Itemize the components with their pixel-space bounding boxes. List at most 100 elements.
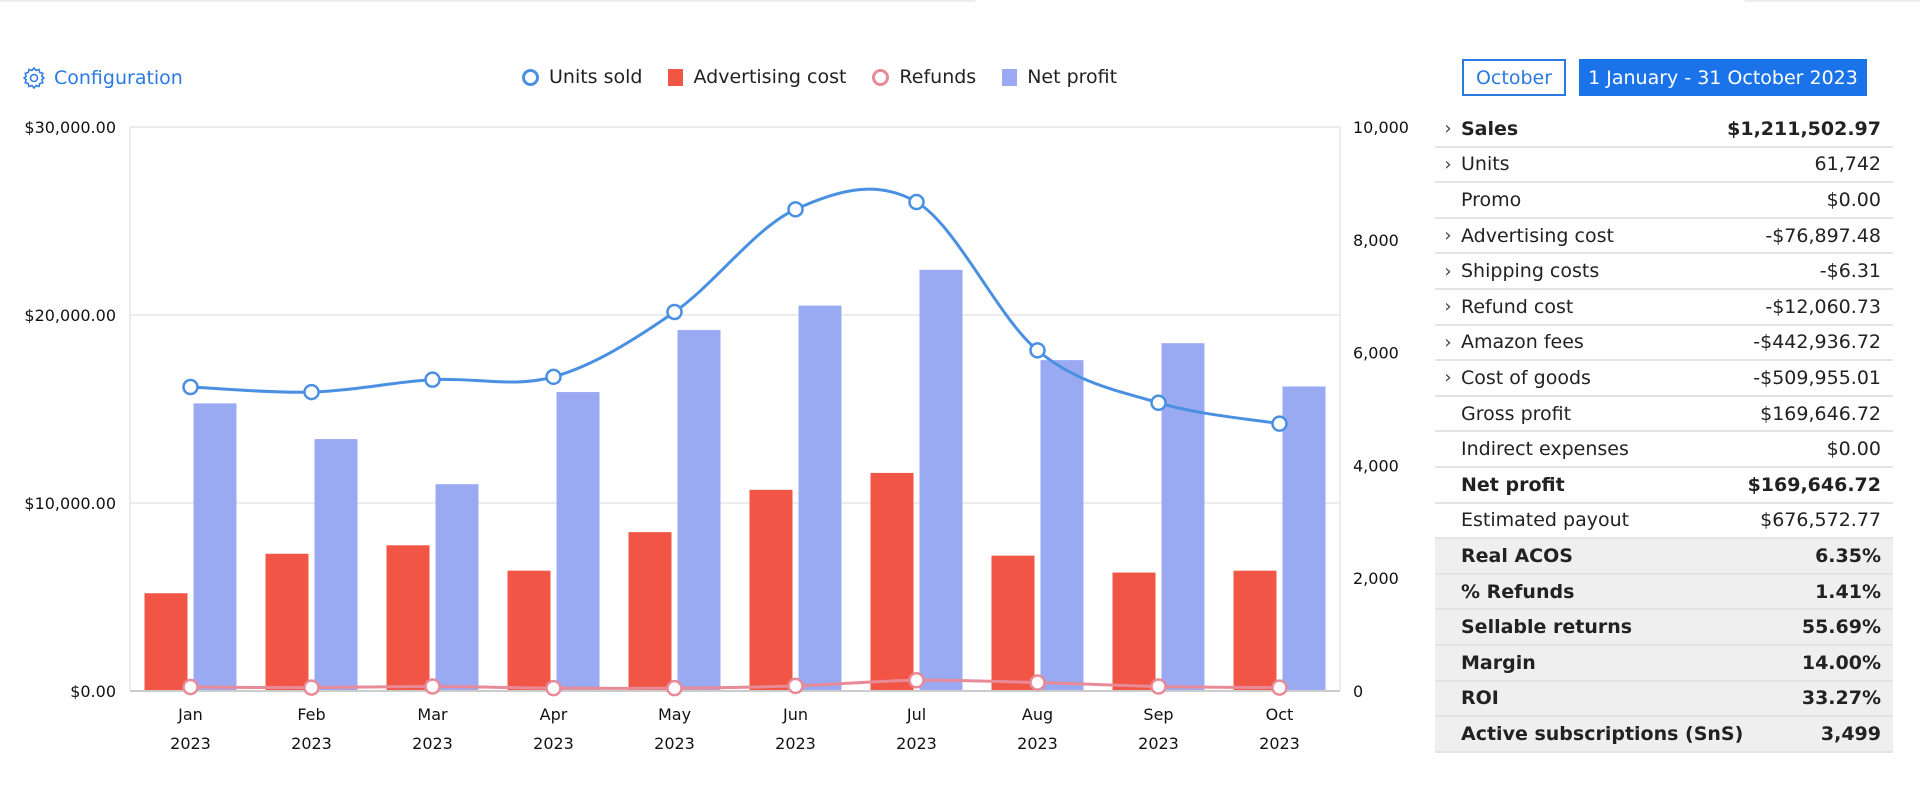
refunds-point (1271, 679, 1288, 696)
summary-value: $1,211,502.97 (1727, 117, 1881, 140)
advertising-cost-bar (386, 545, 430, 691)
summary-label: Promo (1461, 188, 1522, 211)
circle-marker-icon (522, 68, 539, 86)
units-sold-point (182, 378, 199, 396)
square-marker-icon (1002, 68, 1018, 86)
legend-item-net-profit[interactable]: Net profit (1002, 66, 1117, 88)
summary-row[interactable]: › Shipping costs -$6.31 (1435, 254, 1893, 290)
summary-value: 61,742 (1814, 153, 1881, 176)
summary-label: ROI (1461, 687, 1499, 710)
legend-item-units-sold[interactable]: Units sold (522, 66, 642, 88)
x-axis-year-label: 2023 (1138, 734, 1179, 753)
right-axis-tick: 10,000 (1353, 118, 1409, 137)
units-sold-point (1271, 415, 1288, 432)
summary-row: Estimated payout $676,572.77 (1435, 504, 1893, 540)
units-sold-point (303, 383, 320, 401)
x-axis-year-label: 2023 (170, 734, 211, 753)
summary-row[interactable]: › Units 61,742 (1435, 148, 1893, 184)
right-axis-tick: 6,000 (1353, 344, 1399, 363)
summary-row: Net profit $169,646.72 (1435, 468, 1893, 504)
advertising-cost-bar (507, 570, 551, 691)
x-axis-year-label: 2023 (412, 734, 453, 753)
summary-label: Gross profit (1461, 402, 1572, 425)
net-profit-bar (919, 269, 963, 691)
advertising-cost-bar (991, 555, 1035, 691)
summary-label: Sellable returns (1461, 616, 1633, 639)
summary-row: Active subscriptions (SnS) 3,499 (1435, 717, 1893, 753)
summary-value: $0.00 (1826, 188, 1881, 211)
net-profit-bar (1161, 343, 1205, 691)
gear-icon (22, 66, 46, 90)
summary-value: -$12,060.73 (1765, 295, 1881, 318)
summary-label: Margin (1461, 651, 1536, 674)
right-axis-tick: 0 (1353, 682, 1363, 701)
x-axis-month-label: May (658, 705, 691, 724)
summary-row[interactable]: › Sales $1,211,502.97 (1435, 112, 1893, 148)
refunds-point (908, 672, 925, 689)
chevron-right-icon[interactable]: › (1444, 260, 1452, 282)
top-divider (0, 0, 975, 2)
chevron-right-icon[interactable]: › (1444, 367, 1452, 389)
net-profit-bar (435, 484, 479, 691)
chevron-right-icon[interactable]: › (1444, 153, 1452, 175)
units-sold-point (1150, 394, 1167, 412)
summary-value: 6.35% (1815, 544, 1881, 567)
chevron-right-icon[interactable]: › (1444, 296, 1452, 318)
legend-label: Refunds (899, 66, 977, 88)
summary-label: Real ACOS (1461, 544, 1573, 567)
legend-label: Advertising cost (693, 66, 847, 88)
summary-row[interactable]: › Cost of goods -$509,955.01 (1435, 361, 1893, 397)
advertising-cost-bar (1233, 570, 1277, 691)
right-axis-tick: 8,000 (1353, 231, 1399, 250)
period-month-button[interactable]: October (1462, 59, 1566, 96)
x-axis-month-label: Jun (782, 705, 808, 724)
left-axis-tick: $20,000.00 (24, 306, 116, 325)
legend-item-advertising-cost[interactable]: Advertising cost (668, 66, 846, 88)
period-range-button[interactable]: 1 January - 31 October 2023 (1579, 59, 1867, 96)
summary-label: Sales (1461, 117, 1519, 140)
left-axis-tick: $0.00 (70, 682, 116, 701)
chevron-right-icon[interactable]: › (1444, 118, 1452, 140)
units-sold-point (1029, 342, 1046, 359)
refunds-point (787, 677, 804, 695)
net-profit-bar (677, 330, 721, 691)
summary-row: % Refunds 1.41% (1435, 574, 1893, 611)
x-axis-year-label: 2023 (533, 734, 574, 753)
summary-value: $676,572.77 (1760, 509, 1881, 532)
legend-item-refunds[interactable]: Refunds (872, 66, 976, 88)
summary-row[interactable]: › Refund cost -$12,060.73 (1435, 290, 1893, 326)
summary-row[interactable]: › Amazon fees -$442,936.72 (1435, 326, 1893, 362)
top-divider (1745, 0, 1920, 2)
x-axis-month-label: Aug (1022, 705, 1053, 724)
net-profit-bar (556, 392, 600, 691)
refunds-point (303, 679, 320, 696)
summary-label: % Refunds (1461, 580, 1575, 603)
summary-row: Real ACOS 6.35% (1435, 539, 1893, 575)
summary-label: Active subscriptions (SnS) (1461, 722, 1744, 745)
summary-value: 3,499 (1820, 722, 1881, 745)
chevron-right-icon[interactable]: › (1444, 331, 1452, 353)
summary-value: $169,646.72 (1760, 402, 1881, 425)
chevron-right-icon[interactable]: › (1444, 225, 1452, 247)
net-profit-bar (1040, 360, 1084, 691)
x-axis-month-label: Feb (297, 705, 325, 724)
summary-value: 14.00% (1801, 651, 1881, 674)
summary-value: -$442,936.72 (1753, 331, 1881, 354)
x-axis-year-label: 2023 (1259, 734, 1300, 753)
x-axis-month-label: Apr (540, 705, 568, 724)
summary-row: Indirect expenses $0.00 (1435, 432, 1893, 468)
x-axis-year-label: 2023 (654, 734, 695, 753)
units-sold-point (666, 303, 683, 321)
advertising-cost-bar (144, 593, 188, 691)
configuration-link[interactable]: Configuration (22, 66, 183, 90)
net-profit-bar (1282, 386, 1326, 691)
summary-label: Advertising cost (1461, 224, 1614, 247)
summary-row[interactable]: › Advertising cost -$76,897.48 (1435, 219, 1893, 255)
x-axis-year-label: 2023 (291, 734, 332, 753)
summary-label: Amazon fees (1461, 331, 1584, 354)
x-axis-year-label: 2023 (775, 734, 816, 753)
summary-label: Net profit (1461, 473, 1565, 496)
configuration-label: Configuration (54, 67, 183, 89)
refunds-point (666, 679, 683, 697)
summary-label: Cost of goods (1461, 366, 1591, 389)
